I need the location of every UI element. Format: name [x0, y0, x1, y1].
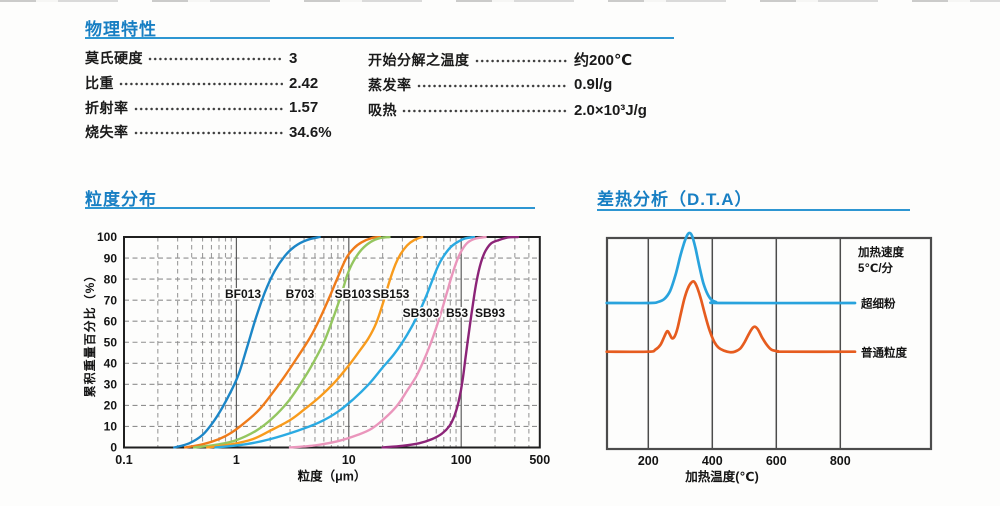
y-tick-label: 10 — [104, 420, 118, 434]
y-tick-label: 100 — [97, 230, 117, 244]
properties-right-column: 开始分解之温度 约200℃ 蒸发率 0.9l/g 吸热 2.0×10³J/g — [368, 47, 669, 123]
property-label: 折射率 — [85, 99, 129, 116]
psd-svg: BF013 B703 SB103 SB153 SB303 B53 SB93 0 10 20 30 40… — [82, 230, 550, 484]
series-label-SB93: SB93 — [475, 306, 505, 320]
property-row: 比重 2.42 — [85, 71, 345, 96]
dta-underline — [597, 209, 910, 211]
dotted-leader — [133, 131, 283, 136]
property-value: 3 — [289, 49, 298, 67]
series-label-B703: B703 — [286, 287, 315, 301]
particle-size-distribution-chart: BF013 B703 SB103 SB153 SB303 B53 SB93 0 10 20 30 40… — [80, 222, 565, 506]
series-curve-SB103 — [192, 236, 391, 449]
x-tick-label: 600 — [766, 454, 787, 468]
y-tick-label: 30 — [104, 378, 118, 392]
y-tick-label: 0 — [110, 441, 117, 455]
series-group — [173, 236, 520, 449]
heating-rate-annotation: 加热速度 — [857, 245, 904, 259]
series-label-普通粒度: 普通粒度 — [861, 346, 907, 360]
property-label: 吸热 — [368, 102, 397, 119]
x-tick-label: 100 — [451, 453, 472, 467]
series-curve-BF013 — [173, 236, 321, 449]
y-tick-label: 40 — [104, 357, 118, 371]
series-label-SB153: SB153 — [373, 287, 410, 301]
x-tick-label: 200 — [638, 454, 659, 468]
x-tick-label: 0.1 — [115, 453, 132, 467]
y-tick-label: 20 — [104, 399, 118, 413]
x-tick-label: 500 — [529, 453, 550, 467]
property-label: 比重 — [85, 75, 114, 92]
y-axis-title: 累积重量百分比（%） — [82, 269, 97, 398]
property-label: 开始分解之温度 — [368, 51, 470, 68]
property-value: 2.0×10³J/g — [574, 101, 647, 119]
dotted-leader — [416, 83, 568, 88]
series-curve-普通粒度 — [605, 279, 857, 354]
dotted-leader — [133, 106, 283, 111]
property-value: 1.57 — [289, 99, 319, 117]
property-row: 吸热 2.0×10³J/g — [368, 98, 669, 123]
x-tick-label: 800 — [830, 454, 851, 468]
properties-left-column: 莫氏硬度 3 比重 2.42 折射率 1.57 烧失率 34.6% — [85, 46, 345, 145]
y-tick-label: 50 — [104, 335, 118, 349]
series-curve-SB93 — [381, 236, 520, 449]
property-row: 蒸发率 0.9l/g — [368, 72, 669, 97]
property-value: 约200℃ — [574, 52, 633, 70]
dotted-leader — [148, 57, 283, 62]
x-axis-title: 粒度（μm） — [298, 469, 367, 484]
plot-frame — [605, 236, 933, 451]
property-label: 莫氏硬度 — [85, 50, 143, 67]
dta-chart: 超细粉普通粒度 加热速度 5℃/分 200 400 600 800 加热温度(℃) — [595, 222, 1000, 506]
property-row: 莫氏硬度 3 — [85, 46, 345, 71]
series-label-BF013: BF013 — [225, 287, 261, 301]
property-value: 0.9l/g — [574, 76, 613, 94]
series-label-SB303: SB303 — [403, 306, 440, 320]
y-tick-label: 60 — [104, 314, 118, 328]
particle-size-underline — [85, 207, 535, 209]
heating-rate-annotation: 5℃/分 — [858, 261, 894, 275]
series-curve-SB303 — [214, 236, 476, 449]
section-title-particle-size: 粒度分布 — [85, 190, 157, 209]
page-top-edge-artifact — [0, 0, 1000, 2]
dotted-leader — [474, 58, 568, 63]
series-label-SB103: SB103 — [335, 287, 372, 301]
physical-properties-underline — [85, 37, 674, 39]
x-tick-label: 1 — [233, 453, 240, 467]
plot-frame — [123, 236, 541, 449]
property-value: 34.6% — [289, 123, 332, 141]
series-curve-B53 — [288, 236, 487, 449]
property-row: 折射率 1.57 — [85, 95, 345, 120]
series-label-B53: B53 — [446, 306, 468, 320]
x-tick-label: 10 — [342, 453, 356, 467]
x-tick-label: 400 — [702, 454, 723, 468]
property-value: 2.42 — [289, 74, 319, 92]
dotted-leader — [119, 82, 283, 87]
x-axis-title: 加热温度(℃) — [684, 469, 758, 484]
series-curve-SB153 — [206, 236, 424, 449]
series-label-超细粉: 超细粉 — [860, 297, 896, 311]
series-curve-超细粉 — [605, 231, 857, 305]
property-label: 烧失率 — [85, 124, 129, 141]
series-curve-B703 — [184, 236, 382, 449]
section-title-dta: 差热分析（D.T.A） — [597, 190, 753, 209]
section-title-physical-properties: 物理特性 — [85, 20, 157, 39]
property-row: 烧失率 34.6% — [85, 120, 345, 145]
property-label: 蒸发率 — [368, 76, 412, 93]
y-tick-label: 90 — [104, 251, 118, 265]
y-tick-label: 70 — [104, 293, 118, 307]
dotted-leader — [402, 109, 568, 114]
y-tick-label: 80 — [104, 272, 118, 286]
property-row: 开始分解之温度 约200℃ — [368, 47, 669, 72]
